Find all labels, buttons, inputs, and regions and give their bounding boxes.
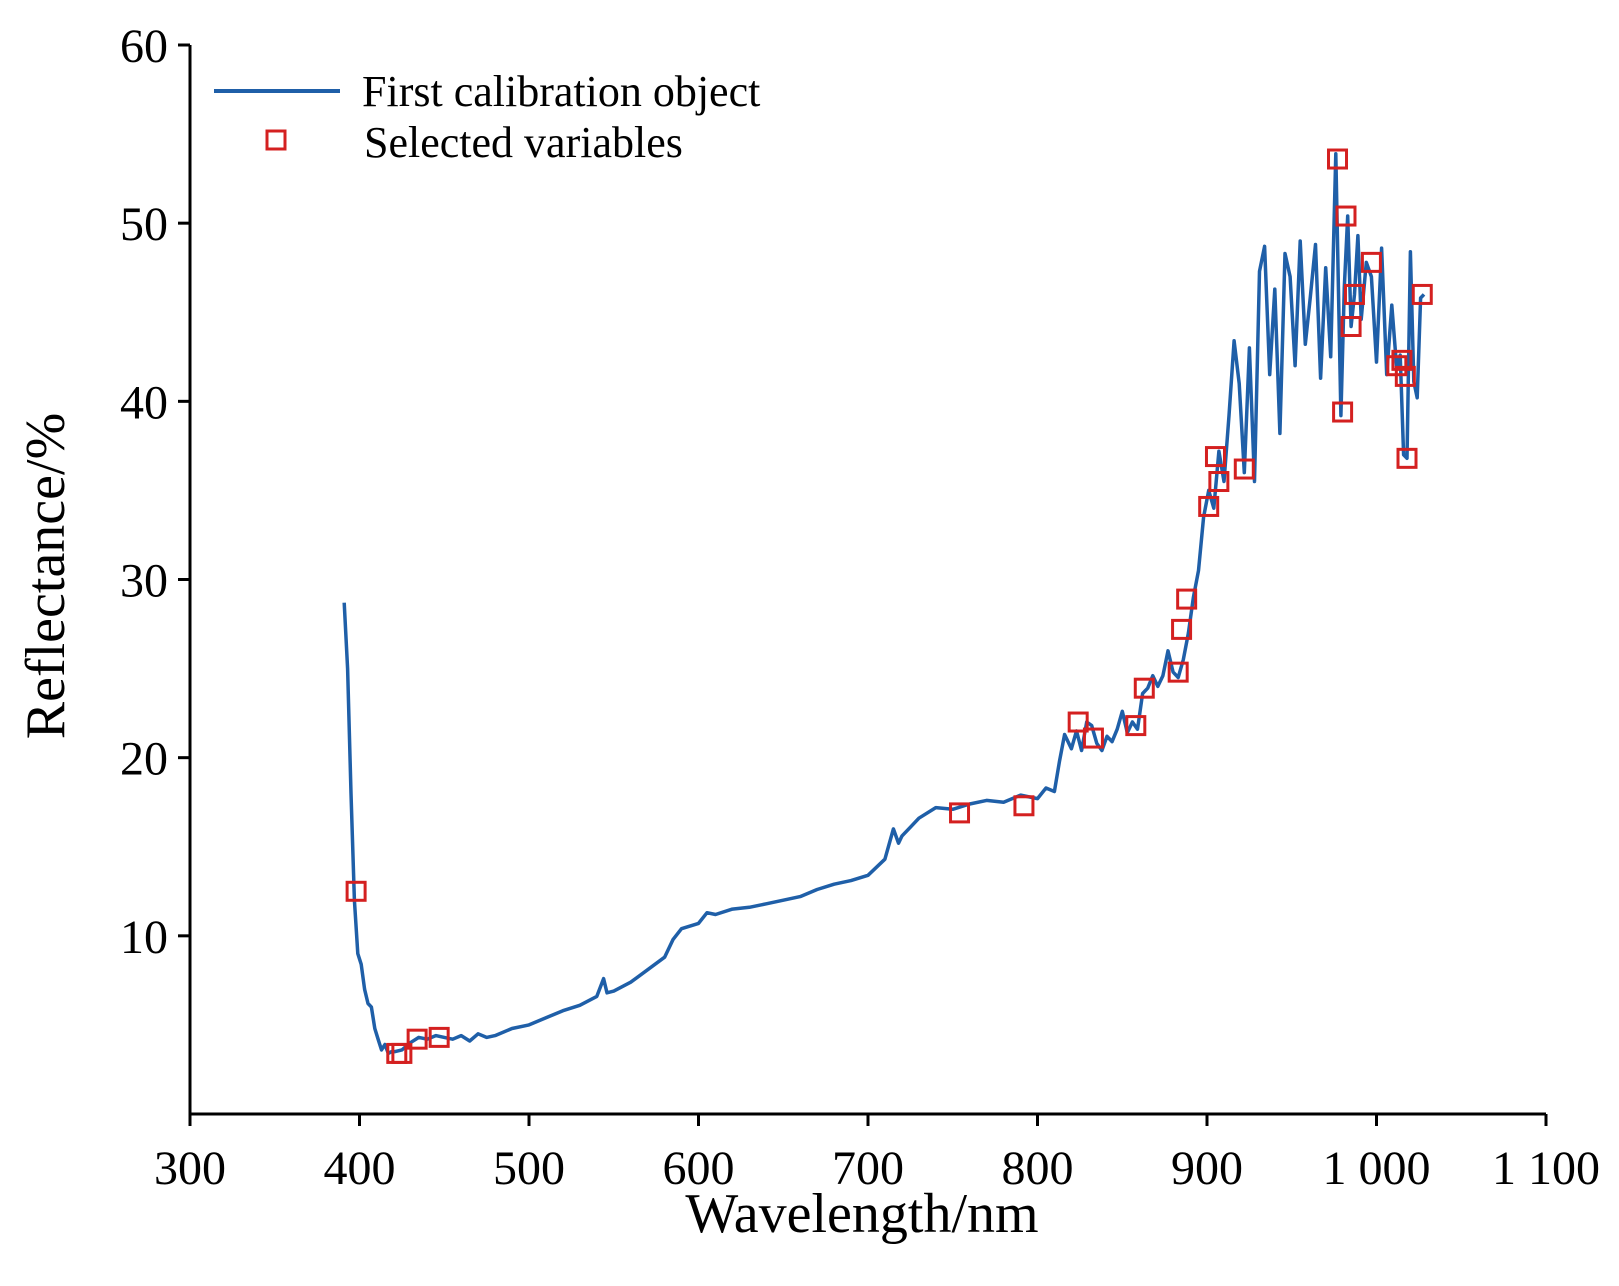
selected-variable-marker [1171,618,1193,640]
selected-variable-marker [1133,677,1155,699]
selected-variable-marker [1411,283,1433,305]
x-tick-label: 1 000 [1323,1142,1431,1195]
axes: 300 400 500 600 700 800 900 1 000 1 100 10 20 30 40 5… [120,20,1600,1195]
reflectance-line [342,151,1426,1056]
y-tick-label: 10 [120,911,168,964]
selected-variable-marker [345,880,367,902]
y-tick-label: 30 [120,555,168,608]
selected-variable-marker [1394,365,1416,387]
legend-marker-swatch [265,129,287,151]
selected-variable-marker [1013,795,1035,817]
x-tick-label: 700 [832,1142,904,1195]
legend: First calibration object Selected variab… [214,67,760,167]
selected-variable-marker [949,802,971,824]
y-axis-title: Reflectance/% [15,413,77,739]
x-tick-label: 400 [324,1142,396,1195]
y-tick-label: 60 [120,20,168,73]
x-tick-label: 900 [1171,1142,1243,1195]
selected-variable-marker [428,1026,450,1048]
selected-variable-marker [1391,349,1413,371]
plot-area [342,148,1433,1064]
selected-variable-marker [1204,446,1226,468]
selected-variable-marker [1327,148,1349,170]
x-tick-label: 800 [1002,1142,1074,1195]
selected-variable-marker [1167,661,1189,683]
selected-variable-marker [1396,447,1418,469]
selected-variable-marker [406,1028,428,1050]
legend-label-calibration: First calibration object [362,67,760,116]
selected-variable-marker [1332,401,1354,423]
x-tick-label: 300 [154,1142,226,1195]
x-tick-label: 1 100 [1492,1142,1600,1195]
selected-variable-marker [391,1042,413,1064]
selected-variable-marker [1360,251,1382,273]
selected-variable-marker [1198,495,1220,517]
y-tick-label: 20 [120,733,168,786]
legend-label-selected: Selected variables [364,118,683,167]
selected-variable-marker [1340,316,1362,338]
selected-variable-marker [1125,715,1147,737]
x-axis-title: Wavelength/nm [685,1183,1038,1245]
x-tick-label: 600 [663,1142,735,1195]
selected-variable-marker [1335,205,1357,227]
selected-variable-marker [1067,711,1089,733]
y-tick-label: 50 [120,198,168,251]
selected-variable-marker [1233,458,1255,480]
x-tick-label: 500 [493,1142,565,1195]
y-tick-label: 40 [120,376,168,429]
selected-variable-marker [1082,727,1104,749]
selected-variable-marker [1176,588,1198,610]
selected-variable-marker [1208,471,1230,493]
selected-variable-marker [1343,283,1365,305]
